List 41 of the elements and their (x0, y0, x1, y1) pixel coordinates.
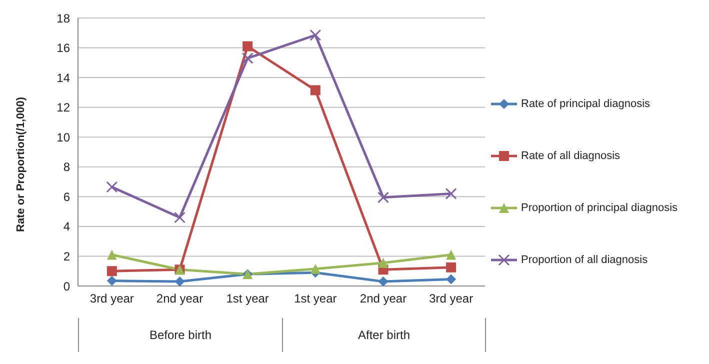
point (445, 188, 457, 200)
point (446, 274, 456, 284)
x-tick-label: 1st year (226, 292, 269, 306)
y-tick-label: 8 (63, 160, 70, 174)
point (378, 276, 388, 286)
y-tick-label: 16 (56, 41, 70, 56)
y-tick-label: 12 (56, 100, 70, 115)
y-tick-label: 4 (63, 220, 70, 234)
text: After birth (282, 318, 486, 352)
point (106, 250, 117, 260)
point (106, 276, 117, 286)
legend-label: Proportion of principal diagnosis (521, 201, 678, 216)
legend-label: Rate of all diagnosis (521, 149, 620, 164)
point (310, 29, 322, 41)
legend-label: Proportion of all diagnosis (521, 253, 648, 268)
legend-label: Rate of principal diagnosis (521, 97, 650, 112)
x-tick-label: 3rd year (429, 292, 474, 306)
x-tick-label: 2nd year (156, 292, 204, 306)
y-axis-title: Rate or Proportion(/1,000) (14, 96, 27, 232)
text: Before birth (78, 318, 282, 352)
point (378, 192, 389, 204)
point (106, 266, 117, 276)
point (310, 264, 320, 274)
point (174, 212, 186, 224)
x-tick-label: 2nd year (360, 292, 407, 306)
y-tick-label: 6 (63, 190, 70, 204)
point (310, 85, 320, 96)
point (106, 181, 118, 193)
y-tick-label: 10 (56, 130, 70, 144)
point (174, 276, 185, 286)
x-tick-label: 3rd year (90, 292, 134, 306)
point (242, 41, 253, 52)
point (446, 250, 456, 260)
point (378, 258, 388, 268)
y-tick-label: 14 (56, 70, 70, 85)
y-tick-label: 2 (63, 249, 70, 264)
y-tick-label: 18 (56, 11, 70, 26)
point (242, 52, 254, 64)
point (446, 262, 456, 272)
y-tick-label: 0 (63, 279, 70, 294)
x-tick-label: 1st year (294, 292, 337, 306)
